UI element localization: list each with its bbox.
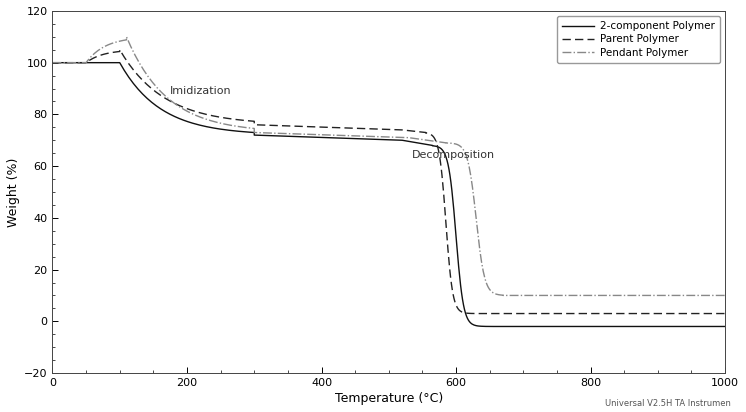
Line: Parent Polymer: Parent Polymer xyxy=(52,50,725,314)
Line: Pendant Polymer: Pendant Polymer xyxy=(52,37,725,295)
Pendant Polymer xyxy=(48,60,57,65)
Text: Imidization: Imidization xyxy=(170,86,232,96)
2-component Polymer xyxy=(57,60,66,65)
Parent Polymer xyxy=(48,60,57,65)
2-component Polymer xyxy=(432,144,441,149)
Pendant Polymer xyxy=(217,121,226,126)
Pendant Polymer xyxy=(721,293,730,298)
Parent Polymer xyxy=(721,311,730,316)
2-component Polymer xyxy=(342,136,351,141)
Text: Decomposition: Decomposition xyxy=(413,150,495,160)
Line: 2-component Polymer: 2-component Polymer xyxy=(52,63,725,326)
Pendant Polymer xyxy=(597,293,606,298)
Text: Universal V2.5H TA Instrumen: Universal V2.5H TA Instrumen xyxy=(605,399,731,408)
Parent Polymer xyxy=(506,311,515,316)
2-component Polymer xyxy=(680,324,689,329)
Pendant Polymer xyxy=(167,99,176,104)
Pendant Polymer xyxy=(498,293,507,298)
Pendant Polymer xyxy=(122,34,131,39)
Parent Polymer xyxy=(404,128,413,133)
Pendant Polymer xyxy=(570,293,579,298)
Parent Polymer xyxy=(115,47,124,52)
2-component Polymer xyxy=(721,324,730,329)
Parent Polymer xyxy=(522,311,531,316)
Parent Polymer xyxy=(365,126,374,131)
Pendant Polymer xyxy=(112,40,121,44)
Parent Polymer xyxy=(115,49,124,54)
Y-axis label: Weight (%): Weight (%) xyxy=(7,157,20,227)
2-component Polymer xyxy=(48,60,57,65)
Pendant Polymer xyxy=(163,96,172,101)
2-component Polymer xyxy=(577,324,586,329)
Legend: 2-component Polymer, Parent Polymer, Pendant Polymer: 2-component Polymer, Parent Polymer, Pen… xyxy=(557,16,720,63)
Parent Polymer xyxy=(335,125,344,130)
X-axis label: Temperature (°C): Temperature (°C) xyxy=(335,392,443,405)
Parent Polymer xyxy=(471,311,480,316)
2-component Polymer xyxy=(485,324,494,329)
2-component Polymer xyxy=(202,124,211,129)
